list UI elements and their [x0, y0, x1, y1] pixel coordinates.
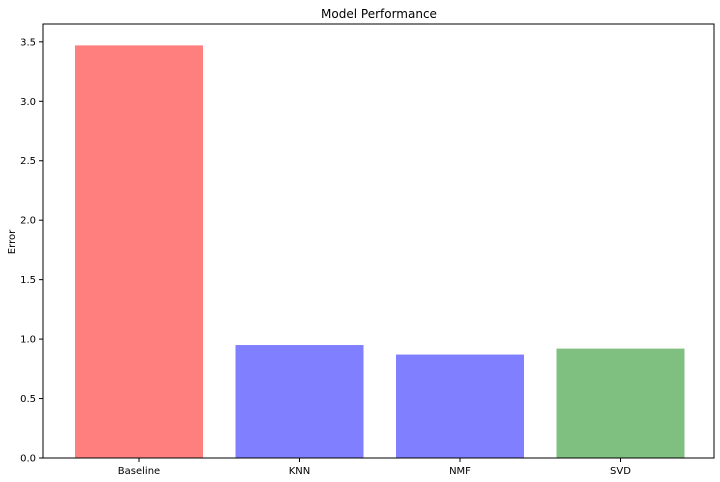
bar-nmf	[396, 354, 524, 458]
y-tick-label: 3.5	[20, 37, 36, 48]
bar-knn	[235, 345, 364, 458]
bar-svd	[556, 348, 685, 458]
x-tick-label: Baseline	[118, 466, 160, 477]
y-tick-label: 0.0	[20, 454, 36, 465]
x-tick-label: SVD	[610, 466, 631, 477]
x-ticks-group: Baseline KNN NMF SVD	[118, 458, 631, 477]
y-tick-label: 1.5	[20, 275, 36, 286]
y-axis-label: Error	[7, 229, 18, 254]
x-tick-label: KNN	[289, 466, 311, 477]
y-tick-label: 3.0	[20, 97, 36, 108]
y-tick-label: 2.5	[20, 156, 36, 167]
bar-baseline	[75, 45, 203, 458]
plot-frame	[42, 23, 715, 459]
chart-title: Model Performance	[321, 7, 437, 21]
x-tick-label: NMF	[449, 466, 471, 477]
y-ticks-group: 0.0 0.5 1.0 1.5 2.0 2.5 3.0 3.5	[20, 37, 43, 465]
bars-group	[75, 45, 685, 458]
y-tick-label: 2.0	[20, 216, 36, 227]
y-tick-label: 0.5	[20, 394, 36, 405]
y-tick-label: 1.0	[20, 335, 36, 346]
